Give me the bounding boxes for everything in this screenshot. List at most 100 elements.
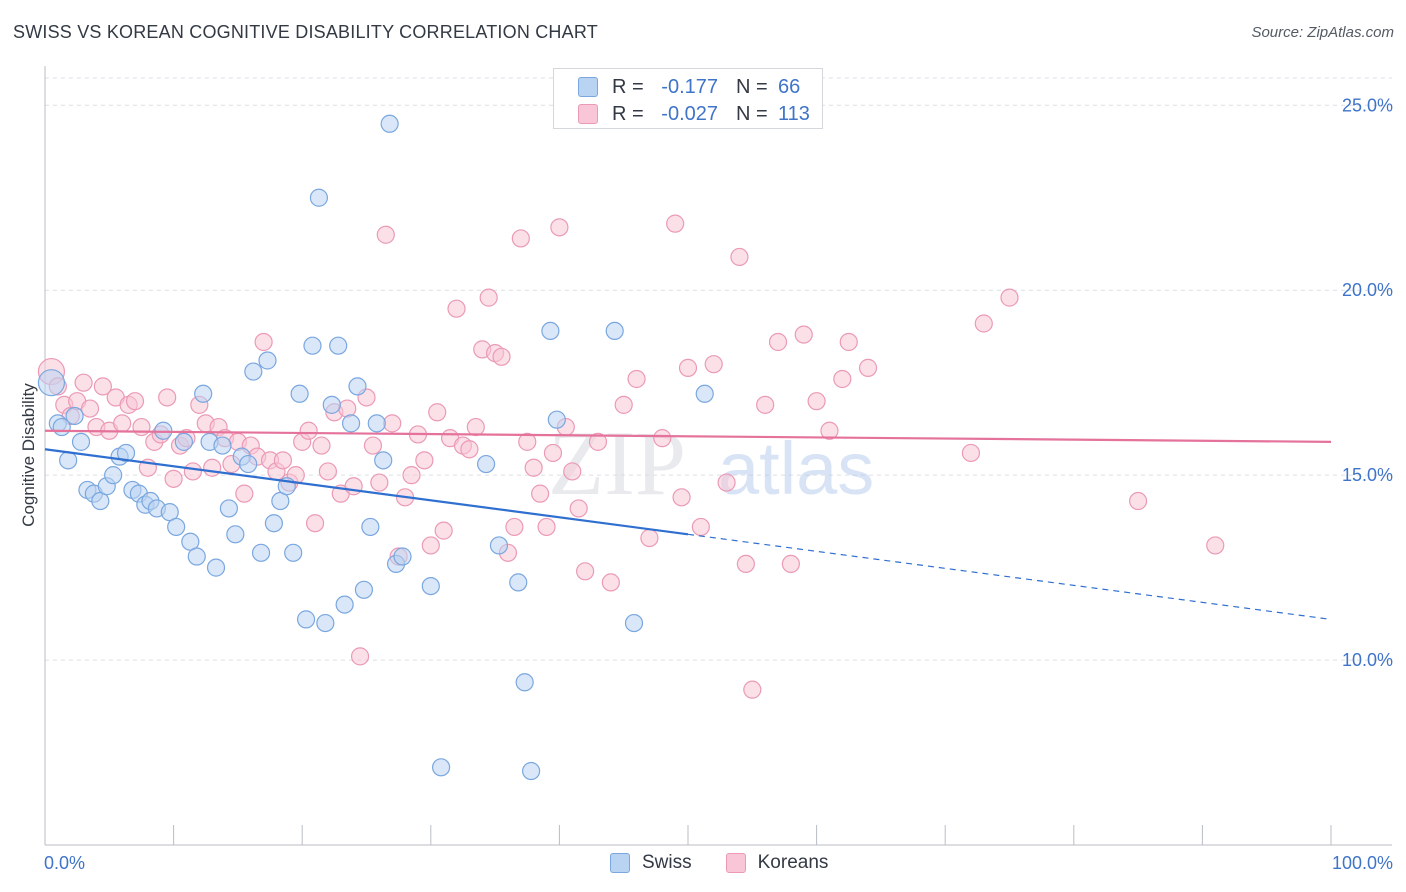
swiss-point	[219, 499, 238, 518]
korean-point	[743, 680, 762, 699]
swiss-point	[374, 451, 393, 470]
korean-point	[350, 647, 370, 666]
swiss-point	[59, 451, 78, 470]
y-tick-label: 25.0%	[1342, 95, 1393, 115]
chart-title: SWISS VS KOREAN COGNITIVE DISABILITY COR…	[13, 22, 598, 42]
swiss-point	[624, 613, 644, 633]
korean-point	[93, 377, 112, 396]
swiss-point	[393, 547, 412, 566]
korean-point	[627, 369, 646, 389]
korean-point	[434, 521, 453, 540]
korean-swatch	[725, 853, 746, 873]
swiss-point	[104, 466, 123, 485]
swiss-point	[206, 558, 226, 577]
korean-point	[666, 214, 685, 233]
korean-point	[370, 473, 389, 492]
trend-lines	[44, 429, 1332, 620]
korean-point	[614, 395, 633, 414]
korean-point	[781, 554, 800, 574]
swiss-point	[329, 336, 348, 355]
korean-point	[305, 514, 325, 533]
swiss-trend-line	[44, 448, 689, 536]
swiss-point	[335, 595, 354, 614]
korean-point	[235, 484, 254, 503]
swiss-point	[251, 543, 271, 562]
korean-point	[254, 332, 273, 352]
swiss-points	[37, 114, 714, 781]
korean-point	[531, 484, 550, 503]
swiss-point	[361, 517, 380, 537]
swiss-point	[421, 577, 440, 596]
r-value: -0.177	[661, 75, 718, 98]
swiss-point	[167, 517, 186, 537]
korean-point	[164, 469, 183, 488]
legend-item-swiss[interactable]: Swiss	[610, 852, 692, 874]
swiss-point	[244, 362, 263, 381]
korean-point	[421, 536, 440, 555]
korean-point	[376, 225, 395, 244]
swiss-point	[515, 673, 534, 692]
legend-item-koreans[interactable]: Koreans	[725, 852, 828, 874]
swiss-point	[354, 580, 374, 599]
korean-point	[492, 347, 511, 366]
korean-point	[1000, 288, 1019, 307]
korean-point	[588, 432, 608, 451]
swiss-point	[194, 384, 213, 403]
swiss-point	[541, 321, 560, 340]
korean-point	[466, 417, 485, 437]
korean-point	[183, 462, 202, 481]
korean-point	[132, 417, 151, 437]
swiss-point	[316, 613, 335, 633]
korean-point	[511, 229, 530, 248]
swiss-point	[509, 573, 528, 592]
korean-point	[363, 436, 383, 455]
korean-point	[74, 373, 93, 392]
swiss-point	[367, 414, 386, 433]
swiss-point	[476, 454, 496, 474]
swiss-trend-extension	[687, 533, 1332, 620]
swiss-point	[116, 443, 136, 463]
swiss-point	[522, 761, 541, 781]
y-tick-label: 10.0%	[1342, 650, 1393, 670]
korean-point	[839, 332, 858, 352]
korean-point	[1128, 491, 1148, 511]
axes	[44, 66, 1392, 846]
korean-point	[756, 395, 775, 414]
legend-row-koreans: R = -0.027 N = 113	[578, 102, 818, 126]
n-label: N =	[736, 102, 768, 125]
korean-point	[543, 443, 563, 463]
korean-point	[653, 429, 672, 448]
korean-point	[273, 451, 293, 470]
swiss-point	[226, 525, 245, 544]
swiss-point	[547, 410, 566, 429]
swiss-point	[296, 610, 316, 629]
swiss-point	[431, 758, 451, 777]
legend-row-swiss: R = -0.177 N = 66	[578, 75, 818, 99]
x-tick-label-min: 0.0%	[44, 853, 85, 873]
korean-trend-line	[44, 429, 1332, 443]
swiss-point	[37, 369, 66, 397]
swiss-point	[258, 351, 277, 370]
r-label: R =	[612, 102, 644, 125]
korean-point	[794, 325, 813, 344]
korean-point	[344, 477, 363, 496]
korean-point	[505, 517, 524, 537]
swiss-point	[348, 377, 367, 396]
swiss-point	[380, 114, 399, 133]
swiss-point	[187, 547, 206, 566]
korean-point	[312, 436, 331, 455]
korean-point	[80, 399, 100, 418]
korean-point	[460, 440, 479, 459]
series-legend: Swiss Koreans	[610, 852, 862, 874]
korean-point	[717, 473, 736, 492]
korean-point	[158, 388, 177, 407]
korean-point	[203, 458, 222, 477]
korean-swatch	[578, 104, 598, 124]
korean-point	[820, 421, 839, 440]
swiss-point	[65, 406, 84, 426]
korean-point	[961, 443, 981, 463]
korean-point	[672, 488, 691, 507]
korean-point	[576, 562, 595, 581]
korean-point	[974, 314, 993, 333]
